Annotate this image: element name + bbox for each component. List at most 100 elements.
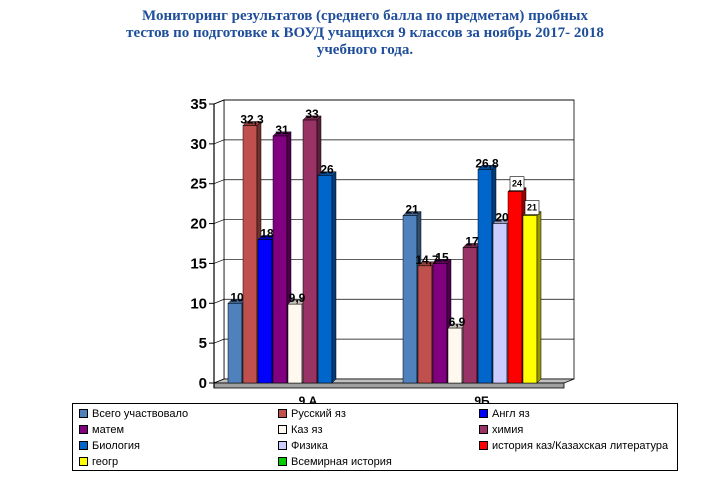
bar-side bbox=[536, 210, 542, 384]
bar-top bbox=[302, 115, 322, 121]
chart-title-line-1: Мониторинг результатов (среднего балла п… bbox=[142, 8, 588, 24]
legend-swatch bbox=[479, 441, 488, 450]
bar-top bbox=[432, 259, 452, 264]
legend-label: Всемирная история bbox=[291, 455, 392, 468]
legend-item: химия bbox=[479, 422, 523, 437]
data-label: 21 bbox=[527, 203, 537, 213]
data-label: 15 bbox=[435, 250, 449, 264]
legend-label: Биология bbox=[92, 439, 141, 452]
legend-label: Физика bbox=[291, 439, 328, 452]
bar-front bbox=[417, 265, 433, 384]
legend-item: Всемирная история bbox=[278, 454, 392, 469]
bar-top bbox=[477, 165, 497, 170]
gridline bbox=[213, 259, 574, 264]
bars bbox=[227, 115, 542, 384]
y-tick-label: 15 bbox=[190, 255, 207, 272]
legend-label: история каз/Казахская литература bbox=[492, 439, 669, 452]
gridline bbox=[213, 139, 574, 145]
bar-top bbox=[242, 121, 262, 126]
bar-front bbox=[492, 223, 508, 384]
legend-swatch bbox=[278, 457, 287, 466]
y-tick-label: 0 bbox=[199, 375, 207, 392]
legend-label: Каз яз bbox=[291, 423, 323, 436]
y-tick-label: 25 bbox=[190, 176, 207, 193]
bar-front bbox=[302, 119, 318, 384]
legend-swatch bbox=[278, 441, 287, 450]
y-tick-label: 10 bbox=[190, 295, 207, 312]
bar-top bbox=[272, 131, 292, 137]
bar-front bbox=[317, 175, 333, 384]
data-label: 32,3 bbox=[240, 113, 264, 127]
legend-label: Всего участвовало bbox=[92, 407, 189, 420]
y-tick-label: 5 bbox=[199, 335, 207, 352]
bar-front bbox=[287, 303, 303, 384]
legend: Всего участвовало Русский яз Англ яз матем К… bbox=[72, 403, 678, 471]
legend-swatch bbox=[79, 425, 88, 434]
data-label: 6,9 bbox=[449, 315, 466, 329]
data-label: 17 bbox=[465, 234, 479, 248]
legend-item: Русский яз bbox=[278, 406, 346, 421]
legend-item: история каз/Казахская литература bbox=[479, 438, 668, 453]
bar-front bbox=[227, 303, 243, 384]
legend-label: геогр bbox=[92, 455, 119, 468]
legend-item: Физика bbox=[278, 438, 328, 453]
bar-front bbox=[242, 125, 258, 384]
legend-swatch bbox=[479, 409, 488, 418]
data-label: 10 bbox=[230, 290, 244, 304]
data-label: 21 bbox=[405, 203, 419, 217]
y-axis: 0 5 10 15 20 25 30 35 bbox=[190, 96, 215, 392]
bar-front bbox=[402, 215, 418, 384]
data-label-box bbox=[509, 176, 525, 191]
bar-side bbox=[331, 171, 337, 384]
bar-front bbox=[272, 135, 288, 384]
gridlines bbox=[213, 99, 574, 344]
gridline bbox=[213, 179, 574, 185]
chart-title-line-2: тестов по подготовке к ВОУД учащихся 9 к… bbox=[126, 25, 604, 41]
bar bbox=[522, 210, 542, 384]
bar-front bbox=[522, 215, 538, 384]
gridline bbox=[213, 99, 574, 105]
data-labels: 10 32,3 18 31 9,9 33 26 21 14,715 6,9 17 26,8 20 24 21 bbox=[230, 107, 540, 329]
y-tick-label: 30 bbox=[190, 136, 207, 153]
data-label: 24 bbox=[512, 179, 522, 189]
gridline bbox=[213, 219, 574, 224]
legend-swatch bbox=[278, 409, 287, 418]
bar-front bbox=[432, 263, 448, 384]
y-tick-label: 20 bbox=[190, 216, 207, 233]
legend-swatch bbox=[79, 441, 88, 450]
legend-swatch bbox=[479, 425, 488, 434]
side-wall bbox=[213, 99, 225, 384]
bar-front bbox=[447, 327, 463, 384]
legend-item: Англ яз bbox=[479, 406, 530, 421]
legend-swatch bbox=[278, 425, 287, 434]
legend-label: Русский яз bbox=[291, 407, 346, 420]
bar-front bbox=[477, 169, 493, 384]
data-label-box bbox=[524, 200, 540, 215]
data-label: 9,9 bbox=[289, 291, 306, 305]
legend-swatch bbox=[79, 409, 88, 418]
chart-title: Мониторинг результатов (среднего балла п… bbox=[20, 8, 710, 59]
legend-label: Англ яз bbox=[492, 407, 530, 420]
legend-item: Всего участвовало bbox=[79, 406, 188, 421]
bar bbox=[317, 171, 337, 384]
data-label: 20 bbox=[495, 211, 509, 225]
legend-item: Каз яз bbox=[278, 422, 323, 437]
data-label: 26 bbox=[320, 163, 334, 177]
floor-front bbox=[213, 382, 565, 389]
legend-item: Биология bbox=[79, 438, 140, 453]
legend-label: химия bbox=[492, 423, 524, 436]
legend-swatch bbox=[79, 457, 88, 466]
data-label: 31 bbox=[275, 123, 289, 137]
legend-item: геогр bbox=[79, 454, 118, 469]
data-label: 33 bbox=[305, 107, 319, 121]
bar-top bbox=[317, 171, 337, 176]
chart-title-line-3: учебного года. bbox=[316, 42, 414, 58]
bar-top bbox=[402, 211, 422, 216]
data-label: 18 bbox=[260, 227, 274, 241]
bar-front bbox=[507, 191, 523, 384]
gridline bbox=[213, 298, 574, 304]
bar-front bbox=[257, 239, 273, 384]
legend-item: матем bbox=[79, 422, 124, 437]
data-label: 26,8 bbox=[475, 156, 499, 170]
